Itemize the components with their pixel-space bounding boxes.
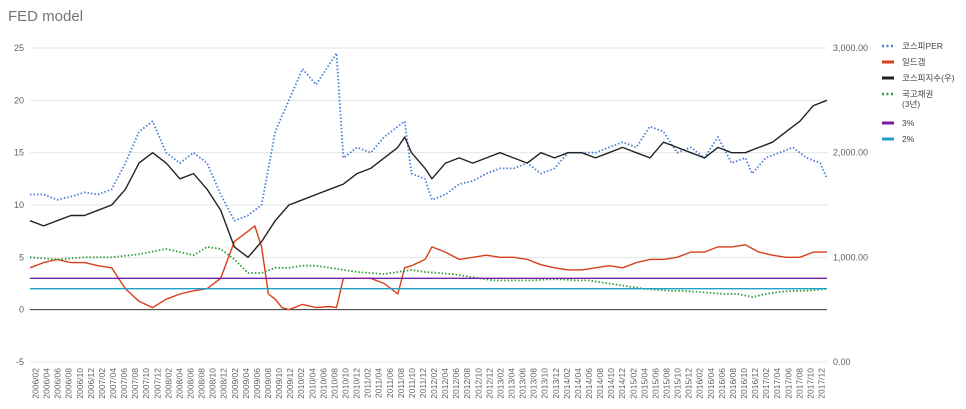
- x-tick-label: 2010/02: [296, 368, 306, 399]
- x-tick-label: 2008/02: [163, 368, 173, 399]
- series-line: [29, 246, 828, 298]
- x-tick-label: 2015/04: [639, 368, 649, 399]
- y-tick-label: 20: [14, 95, 24, 105]
- y2-tick-label: 1,000.00: [833, 252, 868, 262]
- x-tick-label: 2011/06: [385, 368, 395, 398]
- x-tick-label: 2013/02: [495, 368, 505, 399]
- x-tick-label: 2016/02: [695, 368, 705, 399]
- x-tick-label: 2010/06: [318, 368, 328, 399]
- x-tick-label: 2012/04: [440, 368, 450, 399]
- x-tick-label: 2009/02: [230, 368, 240, 399]
- x-tick-label: 2017/06: [783, 368, 793, 399]
- x-tick-label: 2009/04: [241, 368, 251, 399]
- legend-label: 2%: [902, 134, 915, 144]
- x-tick-label: 2014/04: [573, 368, 583, 399]
- x-tick-label: 2010/12: [352, 368, 362, 399]
- x-tick-label: 2011/04: [374, 368, 384, 398]
- x-tick-label: 2013/04: [507, 368, 517, 399]
- x-tick-label: 2010/04: [307, 368, 317, 399]
- x-tick-label: 2011/12: [418, 368, 428, 398]
- x-tick-label: 2006/10: [75, 368, 85, 399]
- x-tick-label: 2006/04: [42, 368, 52, 399]
- x-tick-label: 2006/12: [86, 368, 96, 399]
- x-tick-label: 2011/02: [363, 368, 373, 398]
- y2-tick-label: 2,000.00: [833, 148, 868, 158]
- x-tick-label: 2008/04: [174, 368, 184, 399]
- x-tick-label: 2015/12: [684, 368, 694, 399]
- x-tick-label: 2006/08: [64, 368, 74, 399]
- legend-label: 코스피PER: [902, 41, 943, 51]
- x-tick-label: 2012/12: [484, 368, 494, 399]
- x-tick-label: 2008/06: [186, 368, 196, 399]
- y-tick-label: 0: [19, 305, 24, 315]
- series-line: [29, 99, 828, 258]
- x-tick-label: 2015/02: [628, 368, 638, 399]
- x-tick-label: 2007/06: [119, 368, 129, 399]
- legend-label: (3년): [902, 99, 920, 109]
- x-tick-label: 2013/08: [529, 368, 539, 399]
- x-tick-label: 2016/08: [728, 368, 738, 399]
- x-tick-label: 2014/10: [606, 368, 616, 399]
- x-tick-label: 2007/12: [152, 368, 162, 399]
- x-tick-label: 2009/08: [263, 368, 273, 399]
- y2-tick-label: 0.00: [833, 357, 851, 367]
- x-tick-label: 2012/10: [473, 368, 483, 399]
- y2-tick-label: 3,000.00: [833, 43, 868, 53]
- x-tick-label: 2011/08: [396, 368, 406, 398]
- x-tick-label: 2012/02: [429, 368, 439, 399]
- x-tick-label: 2016/12: [750, 368, 760, 399]
- x-tick-label: 2014/08: [595, 368, 605, 399]
- x-tick-label: 2007/10: [141, 368, 151, 399]
- x-tick-label: 2015/10: [673, 368, 683, 399]
- x-tick-label: 2011/10: [407, 368, 417, 398]
- x-tick-label: 2007/08: [130, 368, 140, 399]
- x-tick-label: 2013/06: [518, 368, 528, 399]
- x-tick-label: 2016/04: [706, 368, 716, 399]
- series-line: [29, 225, 827, 311]
- x-tick-label: 2016/06: [717, 368, 727, 399]
- y-tick-label: 25: [14, 43, 24, 53]
- legend-label: 일드갭: [902, 57, 925, 67]
- x-tick-label: 2013/12: [551, 368, 561, 399]
- x-tick-label: 2006/02: [31, 368, 41, 399]
- x-tick-label: 2013/10: [540, 368, 550, 399]
- x-tick-label: 2015/06: [650, 368, 660, 399]
- legend-label: 3%: [902, 118, 915, 128]
- legend-label: 국고채권: [902, 89, 933, 99]
- y-tick-label: -5: [16, 357, 24, 367]
- y-tick-label: 10: [14, 200, 24, 210]
- y-tick-label: 5: [19, 252, 24, 262]
- x-tick-label: 2016/10: [739, 368, 749, 399]
- x-tick-label: 2017/08: [794, 368, 804, 399]
- x-tick-label: 2009/10: [274, 368, 284, 399]
- x-tick-label: 2008/12: [219, 368, 229, 399]
- x-tick-label: 2009/12: [285, 368, 295, 399]
- x-tick-label: 2008/08: [197, 368, 207, 399]
- x-tick-label: 2017/04: [772, 368, 782, 399]
- x-tick-label: 2012/08: [462, 368, 472, 399]
- x-tick-label: 2010/08: [329, 368, 339, 399]
- series-line: [30, 52, 828, 222]
- x-tick-label: 2008/10: [208, 368, 218, 399]
- x-tick-label: 2012/06: [451, 368, 461, 399]
- x-tick-label: 2014/02: [562, 368, 572, 399]
- x-tick-label: 2017/12: [816, 368, 826, 399]
- x-tick-label: 2009/06: [252, 368, 262, 399]
- x-tick-label: 2014/06: [584, 368, 594, 399]
- x-tick-label: 2007/02: [97, 368, 107, 399]
- x-tick-label: 2014/12: [617, 368, 627, 399]
- x-tick-label: 2007/04: [108, 368, 118, 399]
- x-tick-label: 2015/08: [661, 368, 671, 399]
- chart-title: FED model: [8, 8, 84, 25]
- y-tick-label: 15: [14, 148, 24, 158]
- x-tick-label: 2017/10: [805, 368, 815, 399]
- legend-label: 코스피지수(우): [902, 73, 955, 83]
- x-tick-label: 2006/06: [53, 368, 63, 399]
- x-tick-label: 2010/10: [340, 368, 350, 399]
- x-tick-label: 2017/02: [761, 368, 771, 399]
